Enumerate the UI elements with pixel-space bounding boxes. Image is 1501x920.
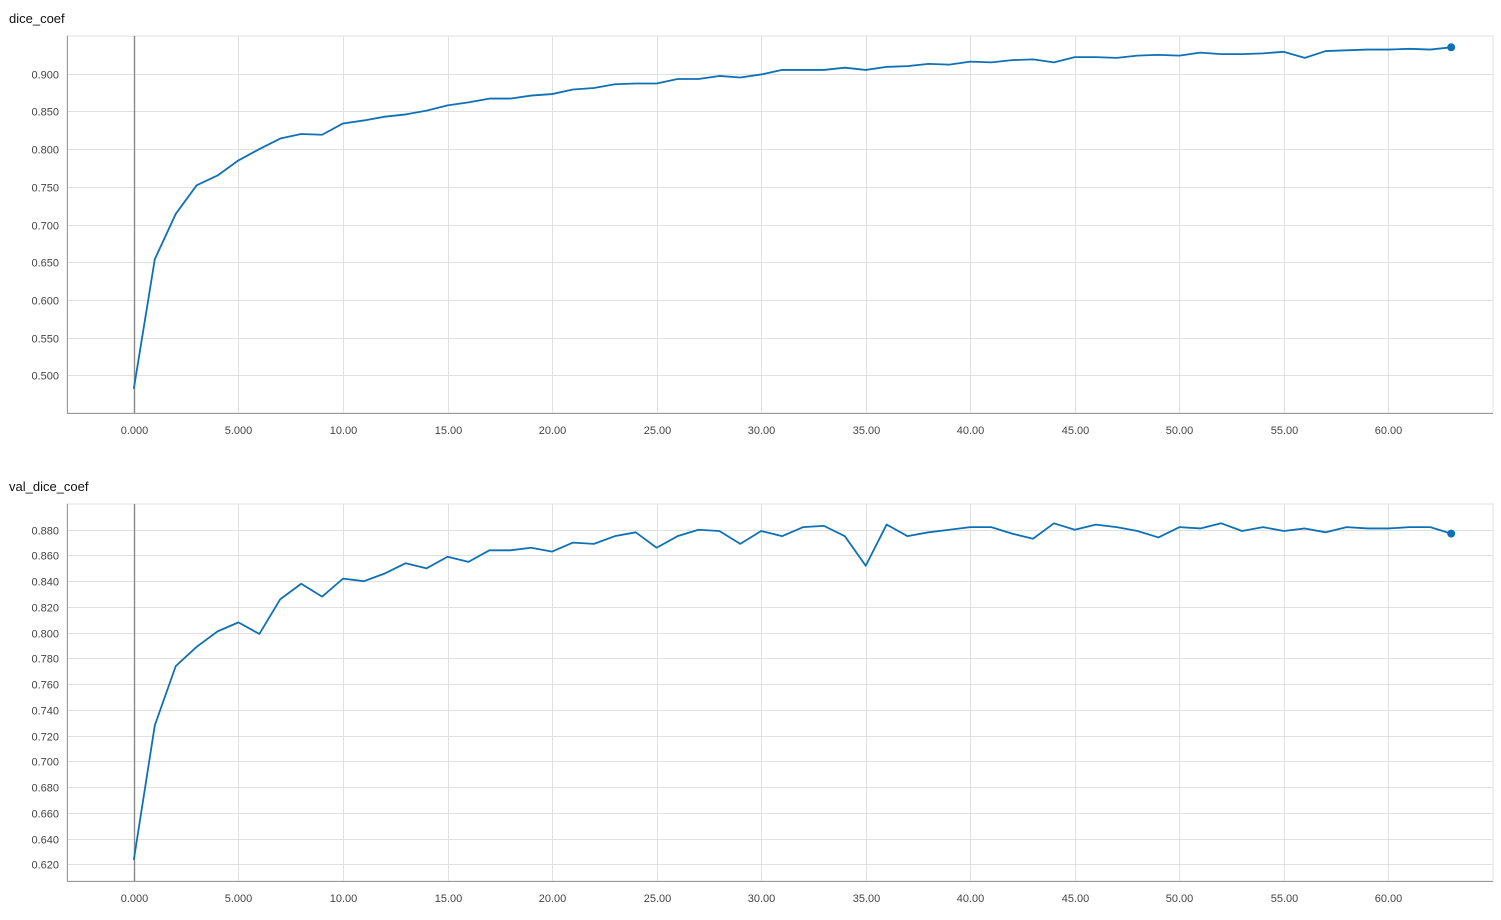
y-tick-label: 0.600 <box>31 296 59 308</box>
y-tick-label: 0.620 <box>31 860 59 872</box>
y-tick-label: 0.700 <box>31 221 59 233</box>
series-line <box>133 46 1453 390</box>
y-tick-label: 0.840 <box>31 577 59 589</box>
x-tick-label: 30.00 <box>748 893 776 905</box>
last-point-marker[interactable] <box>1447 43 1456 52</box>
y-tick-label: 0.740 <box>31 706 59 718</box>
y-tick-label: 0.900 <box>31 70 59 82</box>
x-tick-label: 50.00 <box>1166 425 1194 437</box>
x-tick-label: 20.00 <box>539 893 567 905</box>
x-tick-label: 45.00 <box>1062 425 1090 437</box>
y-tick-label: 0.760 <box>31 680 59 692</box>
x-tick-label: 25.00 <box>644 425 672 437</box>
y-tick-label: 0.500 <box>31 371 59 383</box>
y-tick-label: 0.850 <box>31 107 59 119</box>
x-tick-label: 15.00 <box>435 425 463 437</box>
y-tick-label: 0.720 <box>31 732 59 744</box>
x-tick-label: 55.00 <box>1271 893 1299 905</box>
line-chart-dice-coef: 0.500 0.550 0.600 0.650 0.700 0.750 0.800 0.850… <box>31 35 1494 437</box>
y-tick-label: 0.650 <box>31 258 59 270</box>
y-tick-label: 0.750 <box>31 183 59 195</box>
x-tick-label: 15.00 <box>435 893 463 905</box>
y-tick-label: 0.640 <box>31 835 59 847</box>
x-tick-label: 0.000 <box>121 425 149 437</box>
y-tick-label: 0.680 <box>31 783 59 795</box>
x-tick-label: 60.00 <box>1375 425 1403 437</box>
x-tick-label: 60.00 <box>1375 893 1403 905</box>
x-tick-label: 50.00 <box>1166 893 1194 905</box>
series-line <box>133 522 1453 861</box>
y-tick-label: 0.550 <box>31 334 59 346</box>
x-tick-label: 5.000 <box>225 893 253 905</box>
x-tick-label: 45.00 <box>1062 893 1090 905</box>
y-tick-label: 0.660 <box>31 809 59 821</box>
y-tick-label: 0.700 <box>31 757 59 769</box>
chart-panel-dice-coef: dice_coef 0.500 0.550 0.600 0.650 0.700 0.750… <box>9 11 1494 437</box>
chart-title: val_dice_coef <box>9 479 89 494</box>
y-tick-label: 0.820 <box>31 603 59 615</box>
x-tick-label: 55.00 <box>1271 425 1299 437</box>
x-tick-label: 35.00 <box>853 425 881 437</box>
y-tick-label: 0.780 <box>31 654 59 666</box>
y-tick-label: 0.880 <box>31 526 59 538</box>
x-tick-label: 35.00 <box>853 893 881 905</box>
line-chart-val-dice-coef: 0.620 0.640 0.660 0.680 0.700 0.720 0.740 0.760… <box>31 503 1494 905</box>
y-tick-label: 0.800 <box>31 629 59 641</box>
chart-title: dice_coef <box>9 11 65 26</box>
x-tick-label: 10.00 <box>330 893 358 905</box>
x-tick-label: 10.00 <box>330 425 358 437</box>
x-tick-label: 20.00 <box>539 425 567 437</box>
x-tick-label: 25.00 <box>644 893 672 905</box>
last-point-marker[interactable] <box>1447 529 1456 538</box>
x-tick-label: 5.000 <box>225 425 253 437</box>
plot-frame <box>66 503 1494 882</box>
x-tick-label: 40.00 <box>957 893 985 905</box>
chart-panel-val-dice-coef: val_dice_coef 0.620 0.640 0.660 0.680 0.700 0… <box>0 460 1501 920</box>
x-tick-label: 0.000 <box>121 893 149 905</box>
x-tick-label: 40.00 <box>957 425 985 437</box>
plot-frame <box>66 35 1494 414</box>
x-tick-label: 30.00 <box>748 425 776 437</box>
y-tick-label: 0.860 <box>31 551 59 563</box>
y-tick-label: 0.800 <box>31 145 59 157</box>
